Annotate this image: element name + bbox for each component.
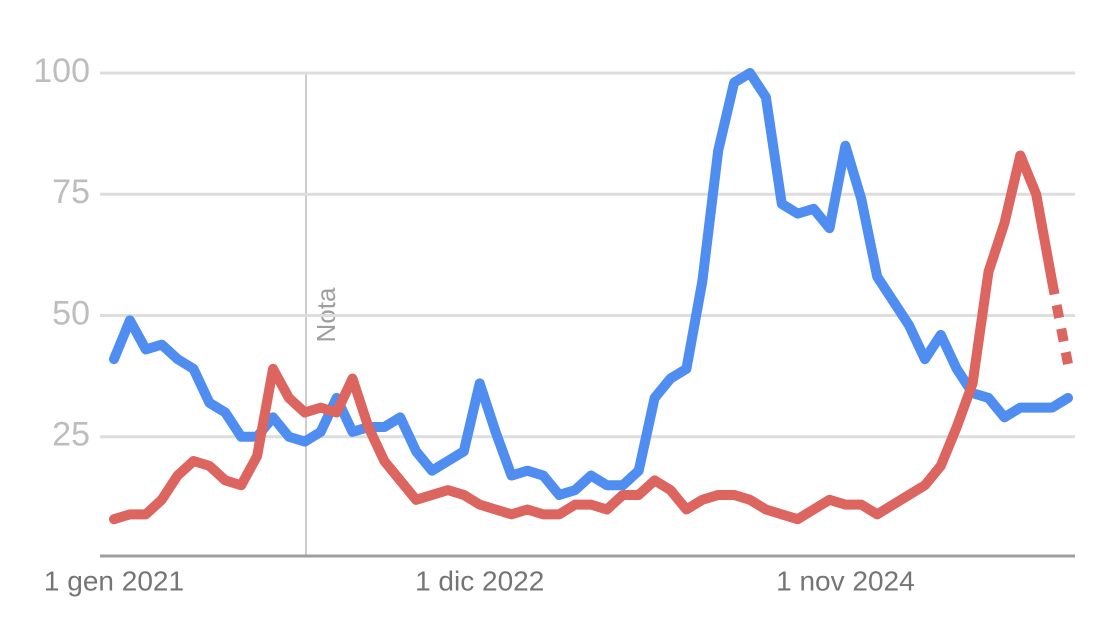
y-tick-label: 50 <box>52 294 90 332</box>
y-tick-label: 75 <box>52 173 90 211</box>
x-tick-label: 1 nov 2024 <box>776 565 915 596</box>
series-line <box>109 68 1073 500</box>
y-tick-label: 100 <box>33 52 90 90</box>
series-line <box>109 150 1058 525</box>
y-tick-label: 25 <box>52 416 90 454</box>
x-tick-label: 1 gen 2021 <box>44 565 184 596</box>
x-tick-label: 1 dic 2022 <box>415 565 544 596</box>
partial-segment <box>1047 280 1073 365</box>
